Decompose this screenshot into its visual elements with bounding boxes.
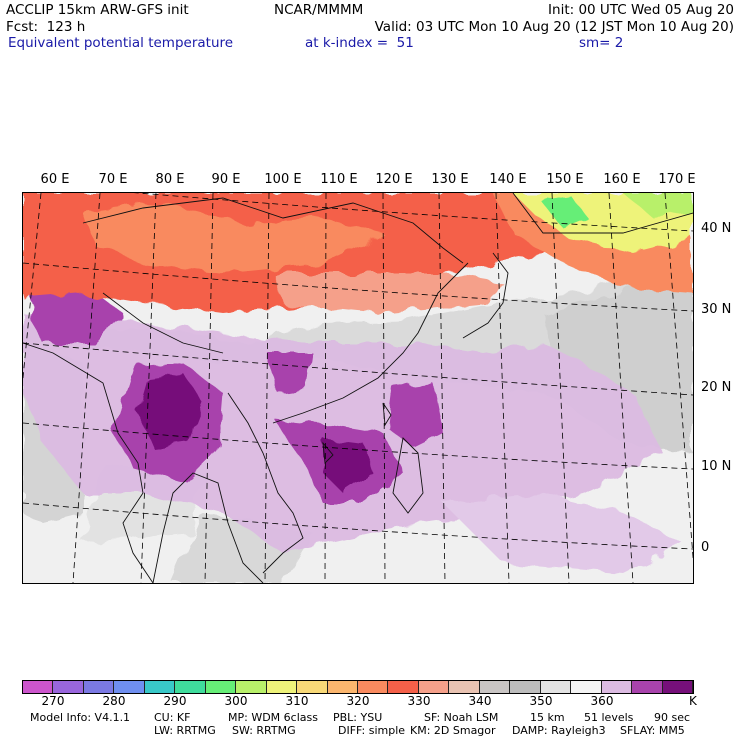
center-label: NCAR/MMMM xyxy=(274,2,364,18)
colorbar-swatch xyxy=(327,681,358,693)
longitude-label: 160 E xyxy=(603,172,641,187)
model-info-item: 15 km xyxy=(530,711,565,724)
coastline-india-east xyxy=(152,472,264,583)
map-panel xyxy=(22,192,694,584)
lightgreen-patch xyxy=(623,193,693,218)
model-info-item: SW: RRTMG xyxy=(232,724,296,737)
coastlines xyxy=(23,193,693,583)
border-himalaya xyxy=(102,292,224,354)
colorbar-swatch xyxy=(510,681,541,693)
colorbar-swatch xyxy=(205,681,237,693)
model-info-item: SFLAY: MM5 xyxy=(620,724,685,737)
equivalent-potential-temperature-map xyxy=(23,193,693,583)
field-name: Equivalent potential temperature xyxy=(8,35,234,51)
model-info-item: SF: Noah LSM xyxy=(424,711,499,724)
colorbar-swatch xyxy=(175,681,206,693)
model-info-item: DAMP: Rayleigh3 xyxy=(512,724,606,737)
colorbar-swatch xyxy=(662,681,693,693)
green-patch xyxy=(543,198,588,228)
colorbar-tick-label: 350 xyxy=(529,694,553,708)
colorbar-tick-label: 300 xyxy=(224,694,248,708)
salmon-band xyxy=(273,273,503,313)
colorbar-swatch xyxy=(540,681,572,693)
colorbar-swatch xyxy=(23,681,54,693)
colorbar-swatch xyxy=(236,681,267,693)
colorbar-swatch xyxy=(83,681,115,693)
colorbar-swatch xyxy=(418,681,450,693)
colorbar-tick-label: 320 xyxy=(346,694,370,708)
longitude-label: 60 E xyxy=(40,172,70,187)
coastline-japan xyxy=(462,252,509,339)
colorbar-tick-label: 290 xyxy=(163,694,187,708)
colorbar-swatch xyxy=(266,681,298,693)
border-north xyxy=(82,197,464,264)
dark-purple-core-bengal xyxy=(138,373,203,448)
colorbar-frame xyxy=(22,680,694,694)
purple-region-northwest xyxy=(28,283,123,343)
colorbar-swatch xyxy=(449,681,480,693)
colorbar-tick-label: 330 xyxy=(407,694,431,708)
coastline-india-west xyxy=(23,342,154,583)
level-label: at k-index = 51 xyxy=(305,35,414,51)
longitude-label: 110 E xyxy=(320,172,358,187)
colorbar-unit: K xyxy=(689,694,697,708)
model-info-item: PBL: YSU xyxy=(333,711,383,724)
colorbar-tick-label: 360 xyxy=(590,694,614,708)
colorbar-tick-label: 310 xyxy=(285,694,309,708)
latitude-label: 10 N xyxy=(701,459,732,474)
valid-time: Valid: 03 UTC Mon 10 Aug 20 (12 JST Mon … xyxy=(374,19,734,35)
init-time: Init: 00 UTC Wed 05 Aug 20 xyxy=(548,2,734,18)
longitude-label: 140 E xyxy=(489,172,527,187)
coastline-philippines xyxy=(392,437,424,514)
latitude-label: 0 xyxy=(701,540,710,555)
colorbar-swatch xyxy=(144,681,176,693)
colorbar-swatch xyxy=(53,681,84,693)
longitude-label: 80 E xyxy=(155,172,185,187)
colorbar-swatch xyxy=(571,681,602,693)
dark-purple-core-scs xyxy=(323,438,373,493)
longitude-label: 100 E xyxy=(264,172,302,187)
forecast-hour: Fcst: 123 h xyxy=(6,19,86,35)
colorbar-swatch xyxy=(388,681,419,693)
smoothing-label: sm= 2 xyxy=(579,35,624,51)
purple-region-china xyxy=(268,353,313,393)
coastline-kamchatka xyxy=(512,193,693,234)
colorbar-tick-label: 340 xyxy=(468,694,492,708)
model-info-item: 90 sec xyxy=(654,711,691,724)
longitude-label: 130 E xyxy=(431,172,469,187)
colorbar-swatch xyxy=(297,681,328,693)
latitude-label: 40 N xyxy=(701,221,732,236)
colorbar-swatch xyxy=(114,681,145,693)
model-info-item: Model Info: V4.1.1 xyxy=(30,711,131,724)
model-info-item: DIFF: simple xyxy=(338,724,406,737)
longitude-label: 70 E xyxy=(98,172,128,187)
model-info-item: KM: 2D Smagor xyxy=(410,724,496,737)
longitude-label: 90 E xyxy=(211,172,241,187)
latitude-label: 30 N xyxy=(701,302,732,317)
purple-region-philippine-sea xyxy=(388,383,443,448)
light-purple-region-southeast xyxy=(443,493,683,573)
model-info-item: LW: RRTMG xyxy=(154,724,216,737)
longitude-label: 170 E xyxy=(658,172,696,187)
longitude-label: 150 E xyxy=(546,172,584,187)
colorbar-swatch xyxy=(479,681,511,693)
latitude-label: 20 N xyxy=(701,380,732,395)
colorbar-tick-label: 280 xyxy=(102,694,126,708)
coastline-china xyxy=(272,262,469,424)
coastline-hainan xyxy=(322,441,334,464)
coastline-indochina xyxy=(227,392,304,574)
model-info-item: 51 levels xyxy=(584,711,634,724)
longitude-label: 120 E xyxy=(375,172,413,187)
model-info-item: MP: WDM 6class xyxy=(228,711,318,724)
graticule xyxy=(23,193,693,583)
model-title: ACCLIP 15km ARW-GFS init xyxy=(6,2,189,18)
colorbar-tick-label: 270 xyxy=(41,694,65,708)
colorbar-swatch xyxy=(601,681,633,693)
model-info-item: CU: KF xyxy=(154,711,191,724)
colorbar-swatch xyxy=(358,681,389,693)
colorbar-swatch xyxy=(632,681,663,693)
orange-patch-mongolia xyxy=(83,203,383,273)
